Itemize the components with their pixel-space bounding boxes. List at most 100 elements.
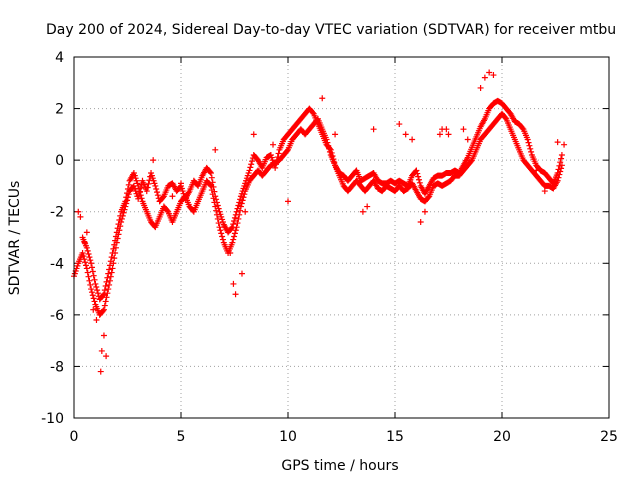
y-axis-label: SDTVAR / TECUs (7, 181, 23, 296)
data-point (332, 131, 339, 138)
data-point (516, 146, 523, 153)
data-point (293, 121, 300, 128)
x-axis-label: GPS time / hours (281, 458, 398, 474)
data-point (154, 192, 161, 199)
data-point (297, 115, 304, 122)
data-point (93, 317, 100, 324)
data-point (490, 72, 497, 79)
data-point (477, 84, 484, 91)
data-point (272, 159, 279, 166)
data-point (125, 181, 132, 188)
data-point (541, 170, 548, 177)
data-point (421, 190, 428, 197)
data-point (79, 234, 86, 241)
data-point (469, 144, 476, 151)
data-point (436, 131, 443, 138)
data-point (91, 276, 98, 283)
data-point (160, 193, 167, 200)
data-point (344, 177, 351, 184)
data-point (238, 200, 245, 207)
data-point (240, 194, 247, 201)
data-point (516, 121, 523, 128)
data-point (353, 177, 360, 184)
data-point (280, 136, 287, 143)
data-point (178, 198, 184, 205)
plot-frame (73, 56, 610, 419)
data-point (105, 270, 112, 277)
data-point (327, 151, 334, 158)
data-point (248, 161, 255, 168)
data-point (234, 220, 241, 227)
data-point (332, 162, 339, 169)
data-point (160, 194, 167, 201)
data-point (106, 266, 113, 273)
data-point (280, 151, 287, 158)
data-point (349, 172, 356, 179)
x-tick-label: 20 (493, 429, 511, 445)
data-point (207, 170, 214, 177)
data-point (267, 151, 274, 158)
data-point (115, 221, 122, 228)
data-point (136, 186, 143, 193)
data-point (477, 136, 484, 143)
data-point (255, 167, 262, 174)
data-point (430, 182, 437, 189)
data-point (139, 198, 146, 205)
data-point (364, 203, 371, 210)
data-point (533, 162, 540, 169)
data-point (169, 219, 176, 226)
data-point (392, 188, 398, 195)
data-point (526, 142, 533, 149)
data-point (100, 307, 107, 314)
data-point (362, 188, 369, 195)
data-point (220, 239, 227, 246)
data-point (137, 192, 144, 199)
data-point (97, 368, 104, 375)
data-point (212, 203, 219, 210)
data-point (557, 168, 564, 175)
data-point (270, 141, 277, 148)
data-point (417, 219, 424, 226)
data-point (550, 185, 557, 192)
data-point (250, 151, 257, 158)
data-point (554, 139, 561, 146)
series-3 (75, 69, 568, 375)
data-point (106, 277, 113, 284)
data-point (91, 298, 98, 305)
data-point (87, 257, 94, 264)
data-point (263, 154, 270, 161)
data-point (215, 220, 222, 227)
data-point (477, 123, 484, 130)
data-point (326, 145, 333, 152)
data-point (169, 180, 176, 187)
data-point (92, 280, 99, 287)
data-point (464, 162, 471, 169)
data-point (285, 146, 291, 153)
data-point (75, 260, 82, 267)
data-point (404, 185, 411, 192)
data-point (306, 105, 313, 112)
data-point (250, 131, 257, 138)
data-point (102, 298, 109, 305)
data-point (110, 245, 117, 252)
data-point (326, 148, 333, 155)
data-point (102, 282, 109, 289)
data-point (90, 272, 97, 279)
data-point (533, 172, 540, 179)
data-point (537, 177, 544, 184)
data-point (85, 273, 92, 280)
data-point (96, 296, 103, 303)
data-point (400, 188, 407, 195)
data-point (319, 126, 326, 133)
data-point (524, 136, 531, 143)
data-point (77, 213, 84, 220)
data-point (87, 281, 94, 288)
y-tick-label: -8 (50, 359, 64, 375)
data-point (415, 176, 422, 183)
data-point (90, 295, 97, 302)
data-point (353, 167, 360, 174)
data-point (107, 273, 114, 280)
data-point (336, 172, 343, 179)
data-point (104, 290, 111, 297)
